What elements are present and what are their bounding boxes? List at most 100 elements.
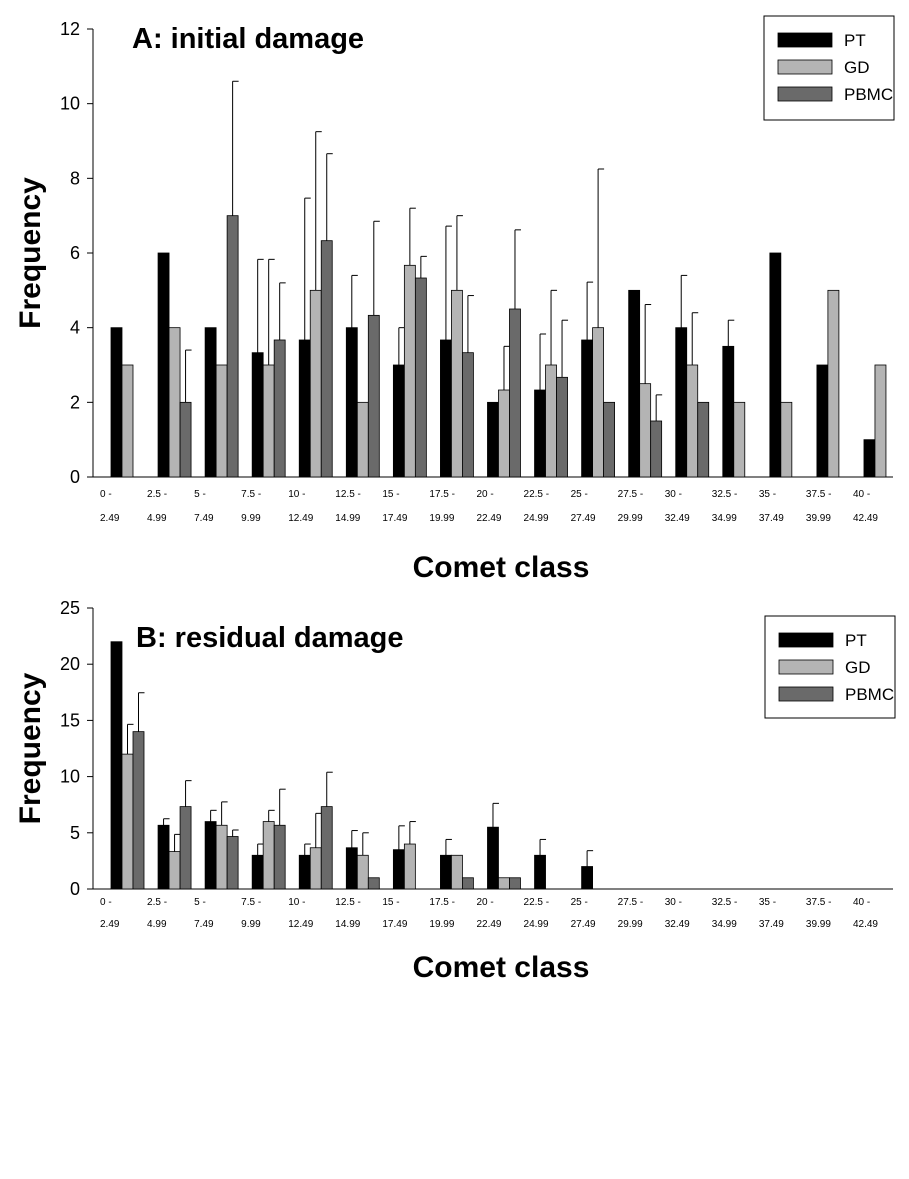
- chart-b-category-label: 17.49: [382, 919, 407, 930]
- chart-a-bar-gd: [168, 327, 181, 478]
- chart-b-bar-pbmc: [320, 806, 333, 890]
- chart-b-category-label: 42.49: [853, 919, 878, 930]
- chart-b-category-label: 22.5 -: [524, 897, 550, 908]
- chart-b-bar-pbmc: [273, 824, 286, 890]
- chart-a-bar-pbmc: [697, 401, 710, 478]
- chart-b-bar-pt: [298, 854, 311, 890]
- chart-a-bar-pt: [863, 439, 876, 478]
- chart-a-bar-gd: [592, 327, 604, 478]
- chart-b-y-tick-label: 20: [60, 654, 80, 674]
- chart-b-legend-label-pt: PT: [845, 631, 867, 650]
- chart-a-bar-pt: [392, 364, 405, 478]
- chart-a-bar-gd: [545, 364, 557, 478]
- chart-b-category-label: 39.99: [806, 919, 831, 930]
- chart-b-category-label: 29.99: [618, 919, 643, 930]
- chart-a-category-label: 30 -: [665, 489, 682, 500]
- chart-b-category-label: 2.5 -: [147, 897, 167, 908]
- chart-a-bar-pt: [345, 327, 358, 478]
- chart-b-legend-swatch-pbmc: [778, 686, 834, 702]
- chart-b-category-label: 34.99: [712, 919, 737, 930]
- chart-b-bar-gd: [403, 843, 416, 890]
- chart-a-category-label: 2.49: [100, 513, 120, 524]
- chart-b-y-axis-label: Frequency: [14, 672, 47, 824]
- chart-b-category-label: 10 -: [288, 897, 305, 908]
- chart-b-category-label: 12.5 -: [335, 897, 361, 908]
- chart-a-bar-pbmc: [226, 215, 239, 478]
- chart-b-category-label: 37.49: [759, 919, 784, 930]
- chart-b-category-label: 2.49: [100, 919, 120, 930]
- chart-a-category-label: 25 -: [571, 489, 588, 500]
- chart-b-legend-swatch-gd: [778, 659, 834, 675]
- chart-a-y-tick-label: 12: [60, 19, 80, 39]
- chart-b-category-label: 7.49: [194, 919, 214, 930]
- chart-a-bar-gd: [498, 389, 510, 478]
- chart-a-category-label: 40 -: [853, 489, 870, 500]
- chart-a-category-label: 12.5 -: [335, 489, 361, 500]
- chart-b-y-tick-label: 15: [60, 710, 80, 730]
- chart-a-bar-pbmc: [273, 339, 286, 478]
- chart-b-bar-pt: [157, 824, 170, 890]
- chart-a-category-label: 17.5 -: [429, 489, 455, 500]
- chart-a-bar-pt: [298, 339, 311, 478]
- chart-a-category-label: 5 -: [194, 489, 206, 500]
- chart-b-category-label: 32.49: [665, 919, 690, 930]
- chart-a-category-label: 27.5 -: [618, 489, 644, 500]
- chart-b-bar-gd: [168, 851, 181, 890]
- chart-a-bar-pbmc: [414, 277, 427, 478]
- chart-b-category-label: 12.49: [288, 919, 313, 930]
- chart-a-category-label: 9.99: [241, 513, 261, 524]
- chart-a-category-label: 12.49: [288, 513, 313, 524]
- chart-b-bar-pt: [251, 854, 264, 890]
- chart-b-bar-pt: [581, 866, 593, 890]
- chart-a-y-tick-label: 6: [70, 243, 80, 263]
- chart-a-bar-pt: [110, 327, 123, 478]
- chart-a-y-axis-label: Frequency: [14, 177, 47, 329]
- chart-a-bar-pbmc: [367, 314, 380, 478]
- chart-a-bar-pt: [157, 252, 170, 478]
- chart-a-category-label: 24.99: [524, 513, 549, 524]
- chart-b-bar-pt: [110, 641, 123, 890]
- chart-b-category-label: 9.99: [241, 919, 261, 930]
- chart-b-bar-pt: [204, 821, 217, 890]
- chart-b-legend-label-pbmc: PBMC: [845, 685, 894, 704]
- chart-a-bar-gd: [780, 401, 793, 478]
- chart-b-bar-pt: [440, 854, 452, 890]
- chart-a-bar-pbmc: [509, 308, 521, 478]
- chart-b-category-label: 4.99: [147, 919, 167, 930]
- chart-a-bar-pt: [628, 289, 641, 478]
- chart-a-legend-label-pt: PT: [844, 31, 866, 50]
- chart-a-category-label: 32.49: [665, 513, 690, 524]
- chart-b-category-label: 22.49: [476, 919, 501, 930]
- chart-a-category-label: 39.99: [806, 513, 831, 524]
- chart-a-category-label: 35 -: [759, 489, 776, 500]
- chart-a-bar-gd: [639, 383, 652, 478]
- chart-a-bar-gd: [262, 364, 275, 478]
- chart-a-title: A: initial damage: [132, 23, 364, 55]
- chart-a-bar-pt: [816, 364, 829, 478]
- chart-a-bar-gd: [215, 364, 228, 478]
- chart-a-category-label: 32.5 -: [712, 489, 738, 500]
- chart-b-bar-pbmc: [462, 877, 474, 890]
- chart-b-x-axis-label: Comet class: [413, 951, 590, 984]
- chart-a-category-label: 22.49: [476, 513, 501, 524]
- chart-b-bar-gd: [451, 854, 463, 890]
- chart-b-bar-pbmc: [132, 731, 145, 890]
- chart-a-bar-gd: [686, 364, 699, 478]
- chart-a-bar-pbmc: [320, 240, 333, 478]
- chart-a-y-tick-label: 8: [70, 168, 80, 188]
- chart-a-bar-pbmc: [462, 352, 474, 478]
- chart-a-bar-gd: [874, 364, 887, 478]
- chart-a-legend-label-gd: GD: [844, 58, 870, 77]
- chart-b-bar-gd: [262, 821, 275, 890]
- chart-b-bar-pt: [534, 854, 546, 890]
- chart-a-category-label: 4.99: [147, 513, 167, 524]
- chart-a-y-tick-label: 2: [70, 392, 80, 412]
- chart-a-bar-gd: [733, 401, 746, 478]
- chart-b-category-label: 27.49: [571, 919, 596, 930]
- chart-b-legend-label-gd: GD: [845, 658, 871, 677]
- chart-a-bar-pt: [769, 252, 782, 478]
- chart-b-bar-pbmc: [226, 836, 239, 890]
- chart-b-y-tick-label: 10: [60, 767, 80, 787]
- chart-a-category-label: 20 -: [476, 489, 493, 500]
- chart-b-bar-gd: [356, 854, 369, 890]
